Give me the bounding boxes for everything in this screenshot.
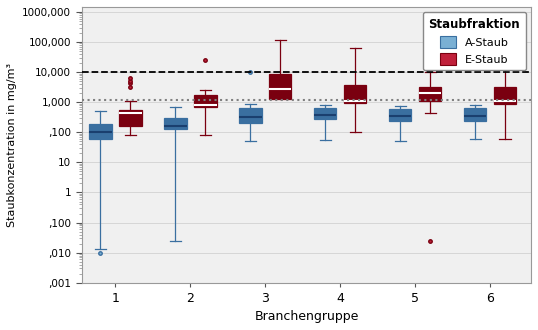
Y-axis label: Staubkonzentration in mg/m³: Staubkonzentration in mg/m³ (6, 63, 17, 227)
PathPatch shape (239, 109, 261, 123)
PathPatch shape (194, 95, 217, 107)
PathPatch shape (314, 109, 336, 119)
X-axis label: Branchengruppe: Branchengruppe (254, 310, 359, 323)
PathPatch shape (464, 108, 486, 121)
PathPatch shape (119, 110, 141, 126)
PathPatch shape (269, 74, 292, 99)
Legend: A-Staub, E-Staub: A-Staub, E-Staub (423, 12, 526, 70)
PathPatch shape (419, 87, 441, 101)
PathPatch shape (344, 85, 366, 103)
PathPatch shape (164, 118, 187, 129)
PathPatch shape (389, 109, 412, 121)
PathPatch shape (494, 87, 516, 104)
PathPatch shape (89, 124, 111, 139)
